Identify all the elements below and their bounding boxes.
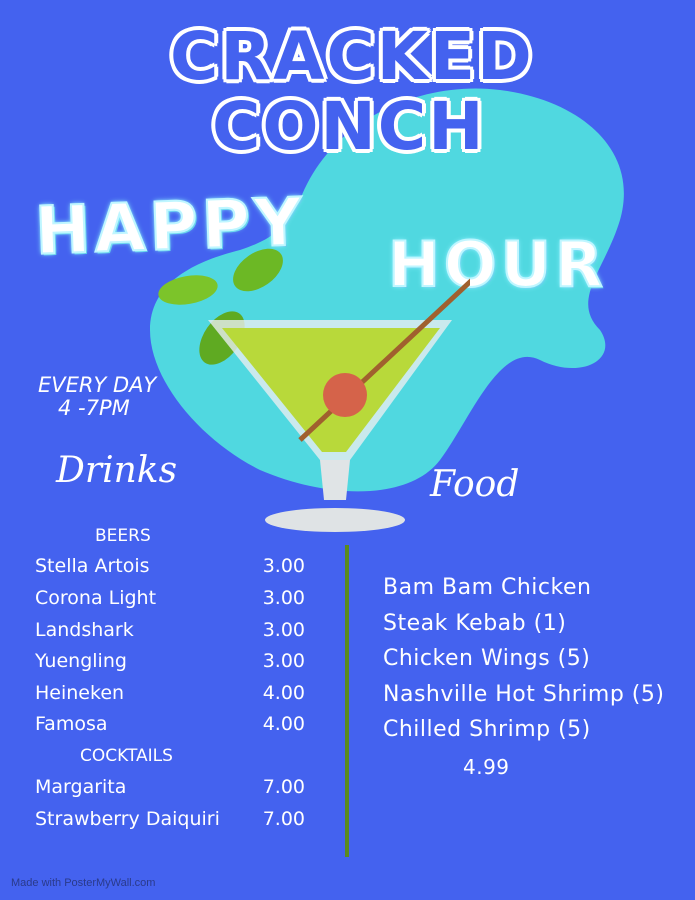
item-name: Landshark bbox=[35, 619, 134, 641]
menu-item: Yuengling 3.00 bbox=[35, 650, 305, 672]
item-name: Heineken bbox=[35, 682, 125, 704]
hour-text: HOUR bbox=[387, 227, 607, 302]
beers-heading: BEERS bbox=[95, 526, 151, 546]
item-price: 7.00 bbox=[262, 776, 305, 798]
item-price: 3.00 bbox=[262, 650, 305, 672]
menu-item: Famosa 4.00 bbox=[35, 713, 305, 735]
menu-item: Margarita 7.00 bbox=[35, 776, 305, 798]
food-price: 4.99 bbox=[463, 755, 510, 779]
food-item: Nashville Hot Shrimp (5) bbox=[383, 682, 665, 707]
menu-item: Strawberry Daiquiri 7.00 bbox=[35, 808, 305, 830]
item-name: Corona Light bbox=[35, 587, 157, 609]
item-price: 3.00 bbox=[262, 619, 305, 641]
item-price: 3.00 bbox=[262, 555, 305, 577]
column-divider bbox=[345, 545, 349, 857]
item-name: Yuengling bbox=[35, 650, 127, 672]
menu-item: Heineken 4.00 bbox=[35, 682, 305, 704]
menu-item: Corona Light 3.00 bbox=[35, 587, 305, 609]
item-price: 7.00 bbox=[262, 808, 305, 830]
martini-glass-illustration bbox=[158, 248, 470, 532]
schedule-days: EVERY DAY bbox=[38, 373, 157, 397]
food-item: Chilled Shrimp (5) bbox=[383, 717, 591, 742]
food-item: Chicken Wings (5) bbox=[383, 646, 591, 671]
item-price: 4.00 bbox=[262, 682, 305, 704]
menu-item: Stella Artois 3.00 bbox=[35, 555, 305, 577]
food-item: Bam Bam Chicken bbox=[383, 575, 592, 600]
cocktails-heading: COCKTAILS bbox=[80, 746, 173, 766]
item-name: Famosa bbox=[35, 713, 108, 735]
footer-credit[interactable]: Made with PosterMyWall.com bbox=[11, 877, 156, 889]
item-name: Strawberry Daiquiri bbox=[35, 808, 220, 830]
food-heading: Food bbox=[430, 464, 520, 505]
schedule-time: 4 -7PM bbox=[58, 396, 130, 420]
item-price: 4.00 bbox=[262, 713, 305, 735]
item-name: Margarita bbox=[35, 776, 127, 798]
title-line2: CONCH bbox=[210, 87, 486, 167]
menu-item: Landshark 3.00 bbox=[35, 619, 305, 641]
drinks-heading: Drinks bbox=[56, 450, 178, 491]
item-price: 3.00 bbox=[262, 587, 305, 609]
food-item: Steak Kebab (1) bbox=[383, 611, 567, 636]
item-name: Stella Artois bbox=[35, 555, 150, 577]
title-line1: CRACKED bbox=[169, 17, 534, 97]
